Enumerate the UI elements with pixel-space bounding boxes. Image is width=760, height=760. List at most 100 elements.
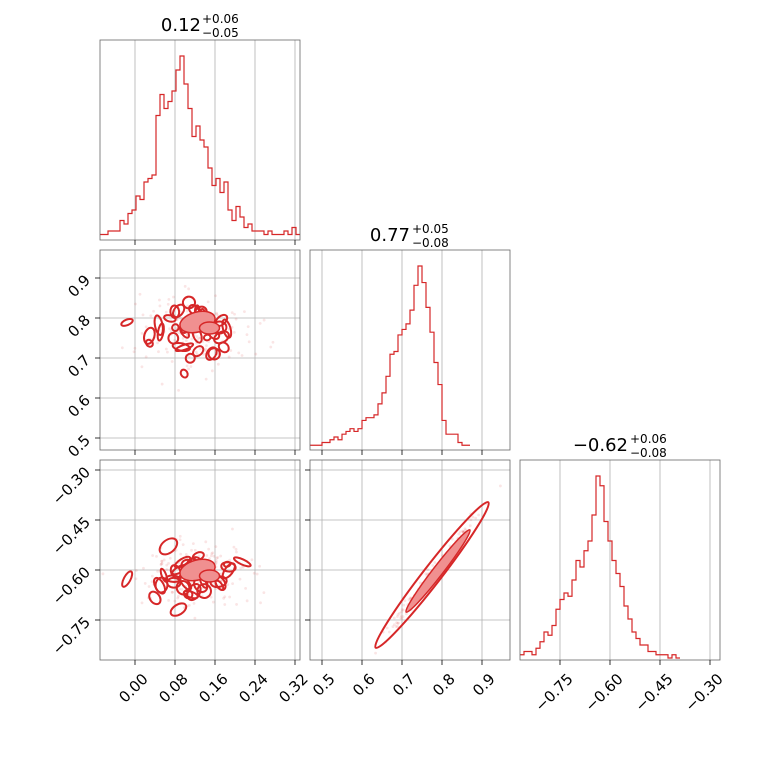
histogram-bin	[196, 126, 200, 238]
sample-point	[134, 302, 137, 306]
histogram-bin	[338, 440, 342, 448]
contour-outer	[169, 602, 188, 617]
sample-point	[171, 590, 174, 594]
sample-point	[179, 552, 183, 556]
histogram-bin	[116, 231, 120, 238]
histogram-bin	[648, 652, 652, 659]
sample-point	[172, 295, 175, 299]
sample-point	[166, 302, 170, 306]
sample-point	[397, 621, 400, 625]
sample-point	[403, 599, 407, 603]
histogram-bin	[406, 324, 410, 448]
sample-point	[208, 557, 211, 560]
histogram-bin	[612, 561, 616, 659]
histogram-bin	[548, 635, 552, 658]
histogram-bin	[232, 221, 236, 239]
sample-point	[469, 518, 473, 522]
sample-point	[168, 327, 172, 331]
sample-point	[254, 352, 258, 356]
sample-point	[152, 309, 155, 313]
sample-point	[385, 626, 389, 630]
sample-point	[177, 388, 180, 392]
title-value: 0.77	[370, 225, 410, 246]
sample-point	[204, 377, 208, 381]
sample-point	[216, 556, 220, 559]
sample-point	[190, 548, 193, 552]
contour-outer	[144, 338, 154, 348]
histogram-step-line	[310, 265, 470, 446]
histogram-bin	[256, 231, 260, 238]
histogram-bin	[192, 137, 196, 239]
histogram-bin	[640, 645, 644, 658]
sample-point	[399, 614, 403, 618]
contour-outer	[232, 556, 252, 568]
contour-outer	[163, 314, 177, 323]
sample-point	[240, 354, 244, 357]
sample-point	[250, 558, 254, 562]
title-value: −0.62	[573, 435, 628, 456]
sample-point	[262, 591, 266, 595]
y-tick-label: −0.75	[49, 613, 94, 658]
contour-outer	[121, 570, 134, 588]
sample-point	[167, 562, 170, 565]
sample-point	[418, 581, 422, 585]
y-tick-label: 0.9	[64, 271, 94, 301]
sample-point	[222, 596, 226, 600]
sample-point	[209, 595, 213, 599]
panel-frame	[99, 39, 301, 241]
sample-point	[134, 577, 138, 581]
sample-point	[237, 351, 241, 355]
sample-point	[184, 339, 188, 342]
x-tick-label: 0.32	[275, 670, 311, 706]
sample-point	[156, 341, 159, 345]
sample-point	[431, 564, 435, 567]
y-tick-label: 0.5	[64, 431, 94, 461]
sample-point	[255, 572, 259, 576]
sample-point	[392, 623, 396, 627]
sample-point	[143, 582, 147, 585]
sample-point	[474, 516, 478, 520]
sample-point	[400, 617, 404, 621]
histogram-bin	[580, 567, 584, 658]
histogram-bin	[366, 418, 370, 448]
histogram-bin	[200, 140, 204, 238]
sample-point	[178, 316, 182, 320]
sample-point	[398, 611, 401, 615]
histogram-bin	[568, 596, 572, 658]
histogram-bin	[220, 193, 224, 239]
sample-point	[407, 598, 411, 601]
contour-inner	[198, 321, 221, 335]
sample-point	[150, 580, 154, 583]
sample-point	[197, 336, 201, 340]
sample-point	[448, 544, 452, 548]
sample-point	[133, 346, 137, 350]
sample-point	[160, 562, 164, 565]
histogram-bin	[212, 186, 216, 239]
sample-point	[157, 350, 160, 354]
sample-point	[231, 582, 234, 585]
sample-point	[227, 355, 231, 359]
sample-point	[232, 330, 236, 334]
sample-point	[400, 610, 403, 614]
sample-point	[160, 560, 164, 563]
histogram-bin	[564, 593, 568, 658]
histogram-bin	[418, 266, 422, 448]
sample-point	[396, 622, 400, 625]
sample-point	[235, 603, 238, 606]
panel-frame	[99, 249, 301, 451]
y-tick-label: −0.45	[49, 513, 94, 558]
title-upper-error: +0.05	[412, 222, 449, 236]
histogram-bin	[252, 231, 256, 238]
histogram-bin	[152, 175, 156, 238]
panel-frame	[309, 459, 511, 661]
title-lower-error: −0.08	[412, 236, 449, 250]
sample-point	[392, 616, 396, 620]
x-tick-label: 0.9	[469, 670, 499, 700]
sample-point	[186, 304, 189, 308]
histogram-bin	[172, 91, 176, 238]
histogram-step-line	[100, 55, 300, 236]
sample-point	[195, 335, 199, 338]
histogram-bin	[168, 102, 172, 239]
sample-point	[426, 568, 430, 572]
x-tick-label: −0.45	[632, 670, 677, 715]
